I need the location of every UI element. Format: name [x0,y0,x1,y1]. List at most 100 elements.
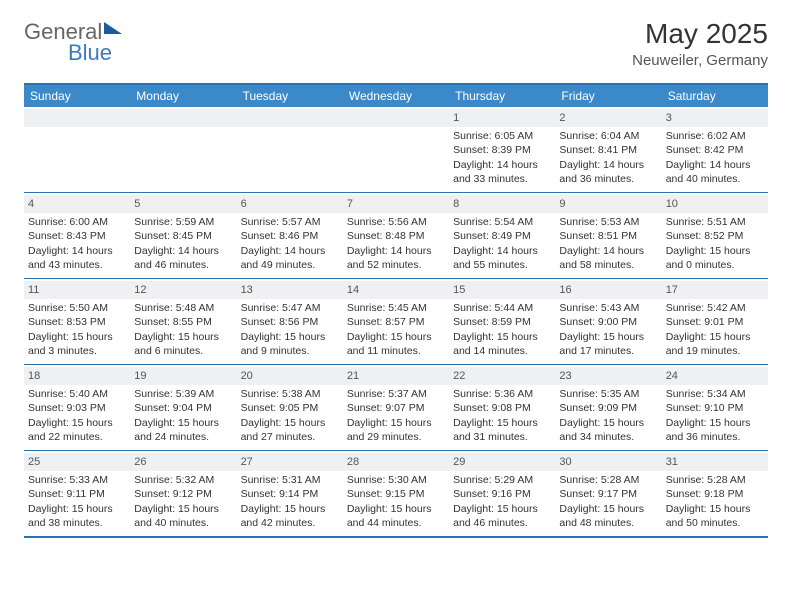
calendar-day-cell: 26Sunrise: 5:32 AMSunset: 9:12 PMDayligh… [130,451,236,536]
day-number: 3 [662,109,768,127]
calendar-day-cell: 2 Sunrise: 6:04 AMSunset: 8:41 PMDaylight… [555,107,661,192]
day-details: Sunrise: 5:50 AMSunset: 8:53 PMDaylight:… [28,301,126,358]
day-details: Sunrise: 5:42 AMSunset: 9:01 PMDaylight:… [666,301,764,358]
weekday-header: Tuesday [237,85,343,107]
day-details: Sunrise: 6:02 AMSunset: 8:42 PMDaylight:… [666,129,764,186]
day-details: Sunrise: 5:28 AMSunset: 9:18 PMDaylight:… [666,473,764,530]
day-details: Sunrise: 5:57 AMSunset: 8:46 PMDaylight:… [241,215,339,272]
weekday-header: Sunday [24,85,130,107]
calendar-day-cell: 3 Sunrise: 6:02 AMSunset: 8:42 PMDaylight… [662,107,768,192]
calendar-day-cell: 21 Sunrise: 5:37 AMSunset: 9:07 PMDayligh… [343,365,449,450]
day-details: Sunrise: 5:31 AMSunset: 9:14 PMDaylight:… [241,473,339,530]
day-number: 14 [343,281,449,299]
day-details: Sunrise: 5:40 AMSunset: 9:03 PMDaylight:… [28,387,126,444]
day-details: Sunrise: 5:47 AMSunset: 8:56 PMDaylight:… [241,301,339,358]
day-details: Sunrise: 5:36 AMSunset: 9:08 PMDaylight:… [453,387,551,444]
calendar-day-cell: 1 Sunrise: 6:05 AMSunset: 8:39 PMDaylight… [449,107,555,192]
calendar-day-cell: 6 Sunrise: 5:57 AMSunset: 8:46 PMDaylight… [237,193,343,278]
logo-text-2: Blue [24,40,112,65]
day-details: Sunrise: 5:29 AMSunset: 9:16 PMDaylight:… [453,473,551,530]
logo-triangle-icon [104,22,122,34]
calendar-day-cell [237,107,343,192]
weekday-header: Friday [555,85,661,107]
calendar-day-cell: 15 Sunrise: 5:44 AMSunset: 8:59 PMDayligh… [449,279,555,364]
location-label: Neuweiler, Germany [632,52,768,69]
calendar-day-cell: 13 Sunrise: 5:47 AMSunset: 8:56 PMDayligh… [237,279,343,364]
day-details: Sunrise: 5:53 AMSunset: 8:51 PMDaylight:… [559,215,657,272]
weekday-header: Thursday [449,85,555,107]
day-number: 23 [555,367,661,385]
day-number: 2 [555,109,661,127]
calendar-day-cell: 20 Sunrise: 5:38 AMSunset: 9:05 PMDayligh… [237,365,343,450]
calendar: SundayMondayTuesdayWednesdayThursdayFrid… [24,83,768,538]
month-title: May 2025 [632,18,768,50]
day-number: 8 [449,195,555,213]
calendar-day-cell: 23 Sunrise: 5:35 AMSunset: 9:09 PMDayligh… [555,365,661,450]
calendar-week-row: 11 Sunrise: 5:50 AMSunset: 8:53 PMDayligh… [24,279,768,365]
weekday-header: Wednesday [343,85,449,107]
calendar-day-cell: 7Sunrise: 5:56 AMSunset: 8:48 PMDaylight… [343,193,449,278]
day-number: 7 [343,195,449,213]
calendar-day-cell: 25Sunrise: 5:33 AMSunset: 9:11 PMDayligh… [24,451,130,536]
day-details: Sunrise: 6:04 AMSunset: 8:41 PMDaylight:… [559,129,657,186]
day-number: 20 [237,367,343,385]
calendar-week-row: 4 Sunrise: 6:00 AMSunset: 8:43 PMDaylight… [24,193,768,279]
day-number: 4 [24,195,130,213]
day-number: 22 [449,367,555,385]
day-details: Sunrise: 5:39 AMSunset: 9:04 PMDaylight:… [134,387,232,444]
title-block: May 2025 Neuweiler, Germany [632,18,768,69]
day-number: 24 [662,367,768,385]
calendar-day-cell: 22 Sunrise: 5:36 AMSunset: 9:08 PMDayligh… [449,365,555,450]
day-number: 28 [343,453,449,471]
day-details: Sunrise: 5:44 AMSunset: 8:59 PMDaylight:… [453,301,551,358]
day-details: Sunrise: 5:28 AMSunset: 9:17 PMDaylight:… [559,473,657,530]
day-details: Sunrise: 5:37 AMSunset: 9:07 PMDaylight:… [347,387,445,444]
day-details: Sunrise: 5:43 AMSunset: 9:00 PMDaylight:… [559,301,657,358]
day-number: 30 [555,453,661,471]
day-number: 18 [24,367,130,385]
day-details: Sunrise: 5:48 AMSunset: 8:55 PMDaylight:… [134,301,232,358]
calendar-day-cell: 11 Sunrise: 5:50 AMSunset: 8:53 PMDayligh… [24,279,130,364]
calendar-day-cell: 30 Sunrise: 5:28 AMSunset: 9:17 PMDayligh… [555,451,661,536]
day-number: 1 [449,109,555,127]
calendar-day-cell: 10Sunrise: 5:51 AMSunset: 8:52 PMDayligh… [662,193,768,278]
calendar-day-cell: 31Sunrise: 5:28 AMSunset: 9:18 PMDayligh… [662,451,768,536]
day-number: 9 [555,195,661,213]
calendar-day-cell: 14 Sunrise: 5:45 AMSunset: 8:57 PMDayligh… [343,279,449,364]
calendar-day-cell [24,107,130,192]
day-details: Sunrise: 5:59 AMSunset: 8:45 PMDaylight:… [134,215,232,272]
day-details: Sunrise: 5:30 AMSunset: 9:15 PMDaylight:… [347,473,445,530]
day-details: Sunrise: 6:00 AMSunset: 8:43 PMDaylight:… [28,215,126,272]
day-details: Sunrise: 6:05 AMSunset: 8:39 PMDaylight:… [453,129,551,186]
calendar-day-cell: 18 Sunrise: 5:40 AMSunset: 9:03 PMDayligh… [24,365,130,450]
day-number: 5 [130,195,236,213]
logo: GeneralBlue [24,18,122,64]
empty-day-header [24,109,130,127]
weekday-header-row: SundayMondayTuesdayWednesdayThursdayFrid… [24,85,768,107]
calendar-day-cell: 9 Sunrise: 5:53 AMSunset: 8:51 PMDaylight… [555,193,661,278]
day-number: 17 [662,281,768,299]
day-number: 11 [24,281,130,299]
day-number: 10 [662,195,768,213]
day-number: 27 [237,453,343,471]
day-number: 12 [130,281,236,299]
calendar-day-cell: 19Sunrise: 5:39 AMSunset: 9:04 PMDayligh… [130,365,236,450]
calendar-day-cell [130,107,236,192]
calendar-day-cell: 17 Sunrise: 5:42 AMSunset: 9:01 PMDayligh… [662,279,768,364]
day-number: 13 [237,281,343,299]
day-details: Sunrise: 5:35 AMSunset: 9:09 PMDaylight:… [559,387,657,444]
weekday-header: Monday [130,85,236,107]
day-number: 6 [237,195,343,213]
calendar-day-cell: 5 Sunrise: 5:59 AMSunset: 8:45 PMDaylight… [130,193,236,278]
calendar-day-cell [343,107,449,192]
day-details: Sunrise: 5:34 AMSunset: 9:10 PMDaylight:… [666,387,764,444]
page-header: GeneralBlue May 2025 Neuweiler, Germany [24,18,768,69]
day-details: Sunrise: 5:38 AMSunset: 9:05 PMDaylight:… [241,387,339,444]
calendar-week-row: 1 Sunrise: 6:05 AMSunset: 8:39 PMDaylight… [24,107,768,193]
day-number: 26 [130,453,236,471]
day-number: 15 [449,281,555,299]
calendar-week-row: 25Sunrise: 5:33 AMSunset: 9:11 PMDayligh… [24,451,768,538]
calendar-day-cell: 4 Sunrise: 6:00 AMSunset: 8:43 PMDaylight… [24,193,130,278]
day-details: Sunrise: 5:45 AMSunset: 8:57 PMDaylight:… [347,301,445,358]
day-number: 21 [343,367,449,385]
